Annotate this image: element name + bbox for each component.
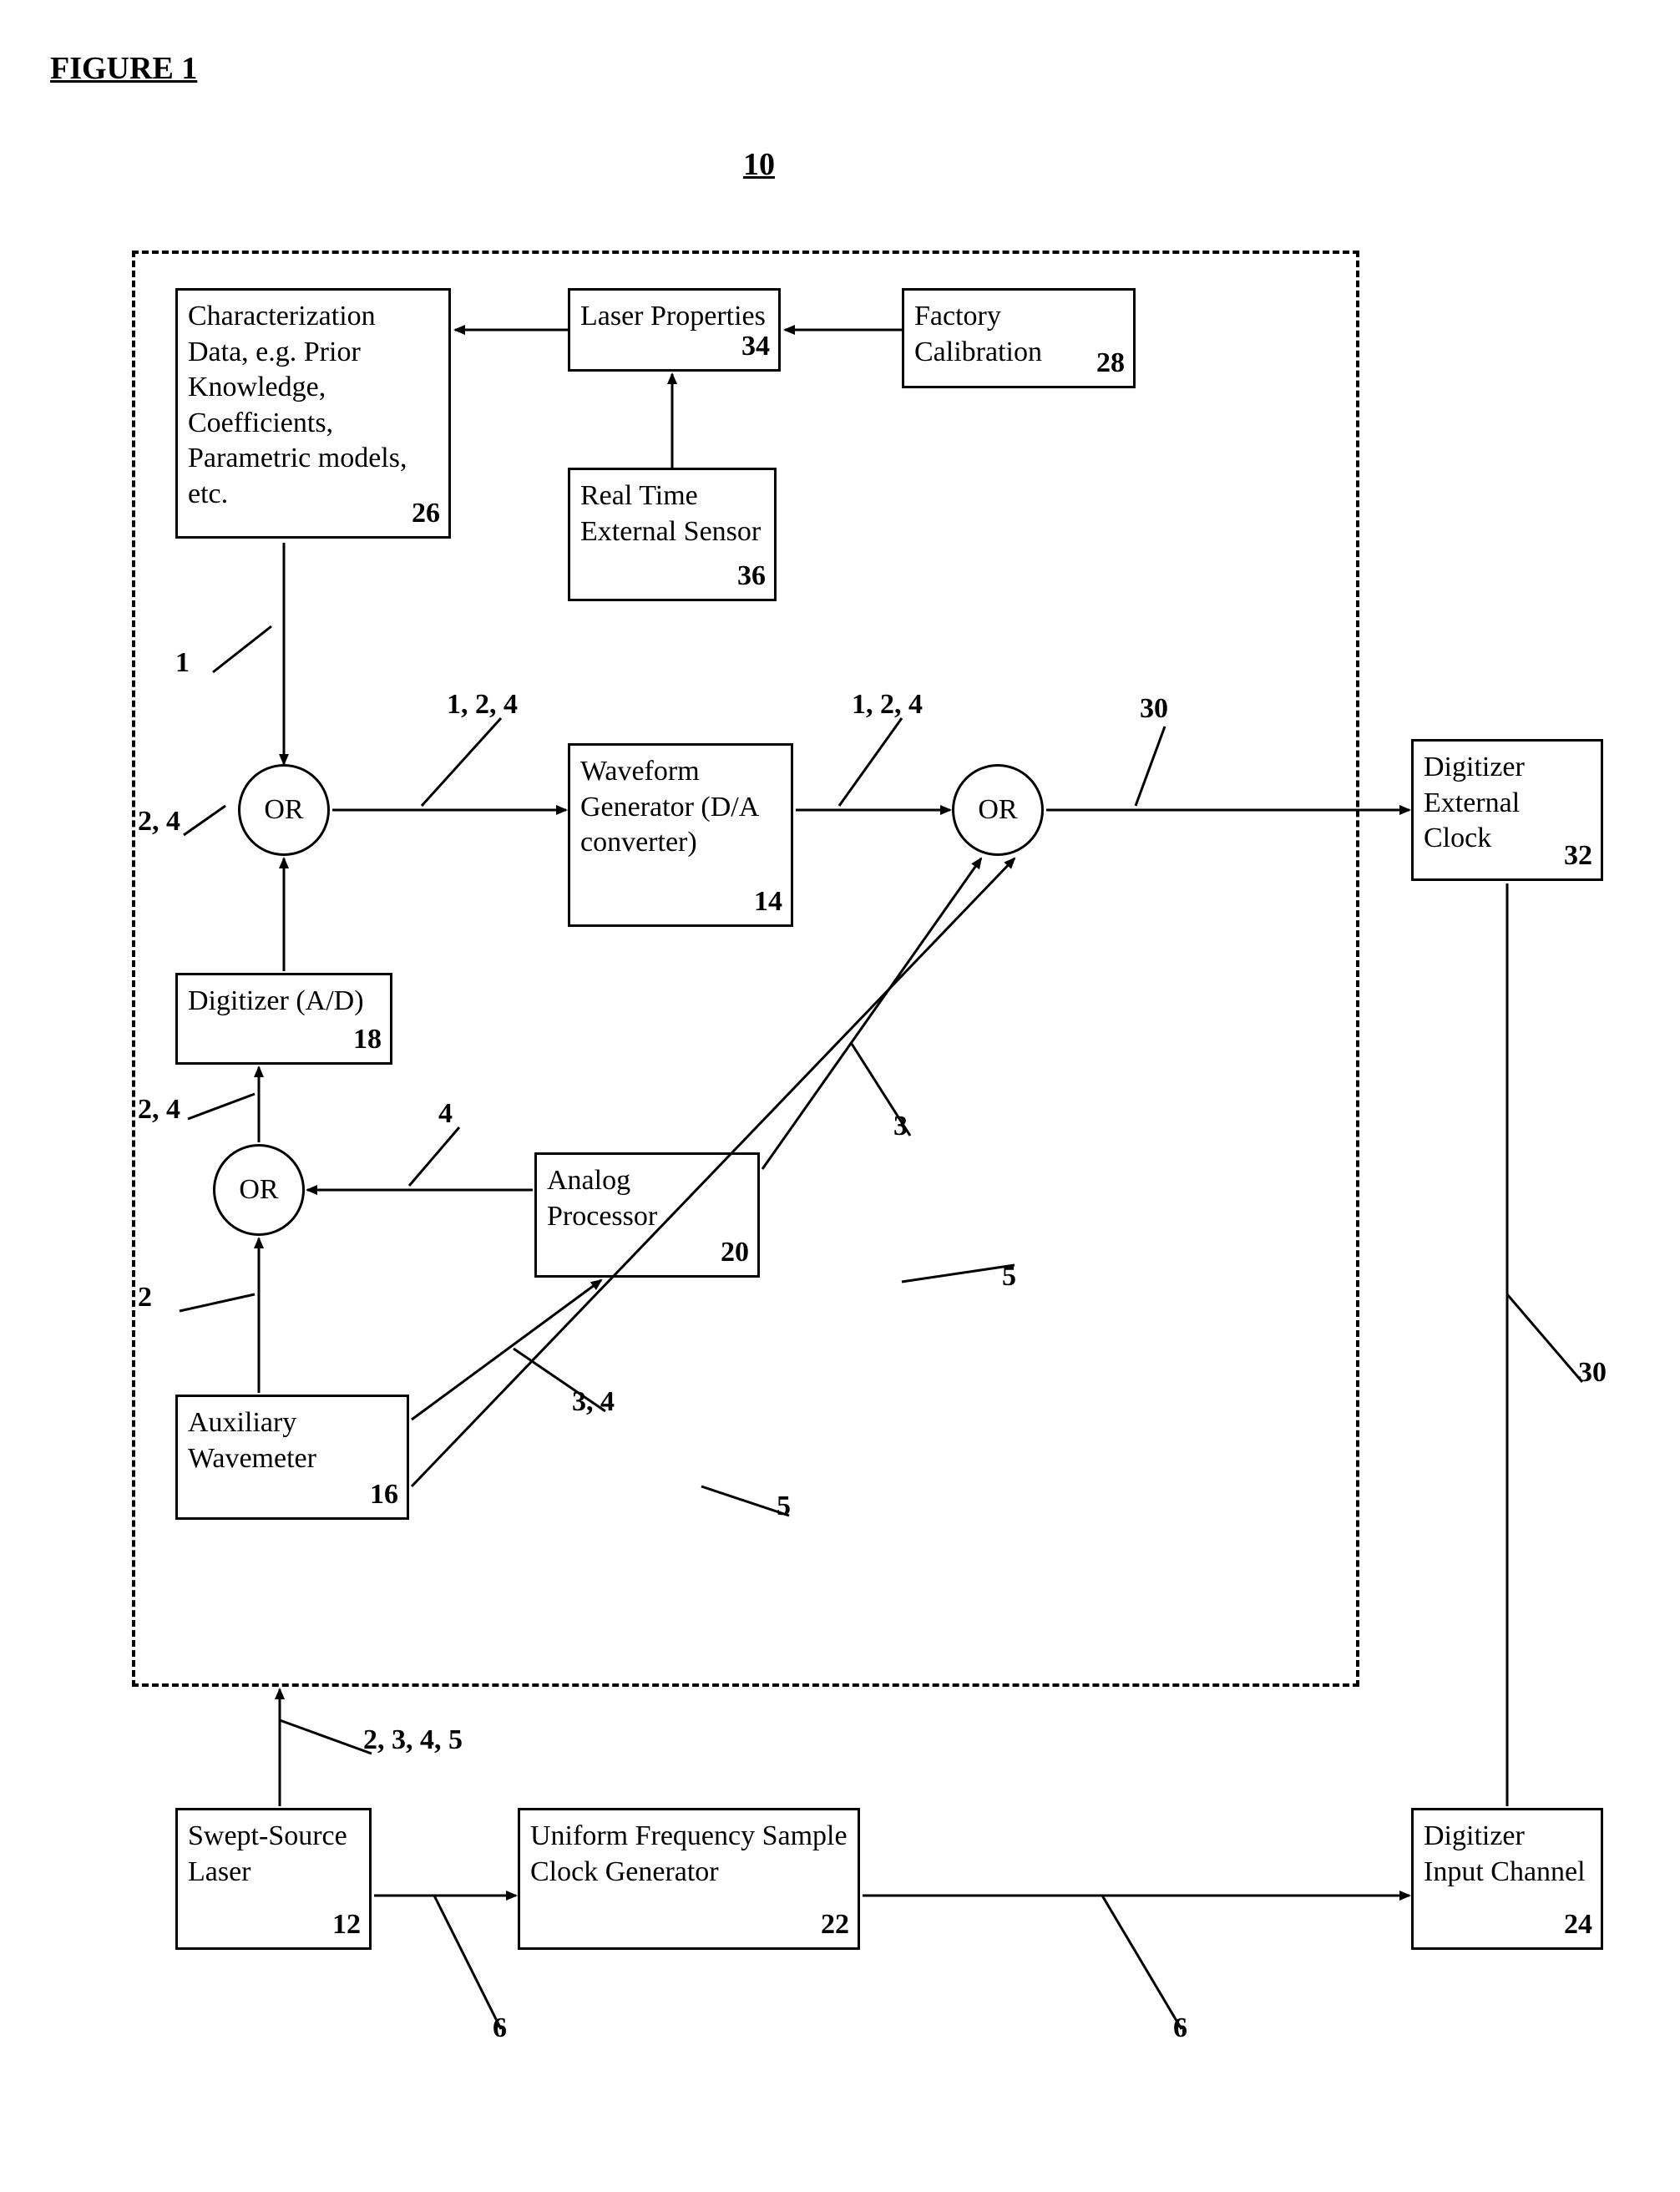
edge-annotation: 2, 4	[138, 806, 180, 838]
leader-line	[1102, 1896, 1182, 2029]
edge-annotation: 2, 3, 4, 5	[363, 1724, 463, 1756]
edge-annotation: 30	[1140, 693, 1168, 725]
edge-annotation: 3, 4	[572, 1386, 615, 1418]
edge-annotation: 5	[777, 1491, 791, 1522]
or-gate-right: OR	[952, 764, 1044, 856]
block-ref: 22	[821, 1907, 849, 1943]
block-ref: 32	[1564, 838, 1592, 874]
block-text: Digitizer External Clock	[1424, 752, 1525, 853]
block-text: Laser Properties	[580, 301, 766, 332]
diagram-canvas: FIGURE 1 10 Characterization Data, e.g. …	[50, 50, 1630, 2142]
block-ref: 14	[754, 884, 782, 920]
block-characterization-data: Characterization Data, e.g. Prior Knowle…	[175, 288, 451, 539]
block-text: Real Time External Sensor	[580, 480, 761, 547]
block-text: Digitizer Input Channel	[1424, 1820, 1586, 1887]
block-waveform-generator: Waveform Generator (D/A converter) 14	[568, 743, 793, 927]
leader-line	[280, 1720, 372, 1754]
block-ref: 16	[370, 1477, 398, 1513]
block-analog-processor: Analog Processor 20	[534, 1152, 760, 1278]
edge-annotation: 6	[1173, 2012, 1187, 2044]
block-ref: 12	[332, 1907, 361, 1943]
block-ref: 34	[741, 329, 770, 365]
edge-annotation: 1, 2, 4	[852, 689, 923, 721]
edge-annotation: 2	[138, 1282, 152, 1314]
block-ref: 26	[412, 496, 440, 532]
block-text: Factory Calibration	[914, 301, 1042, 367]
block-text: Characterization Data, e.g. Prior Knowle…	[188, 301, 407, 509]
or-gate-top: OR	[238, 764, 330, 856]
edge-annotation: 4	[438, 1098, 453, 1130]
block-swept-source-laser: Swept-Source Laser 12	[175, 1808, 372, 1950]
leader-line	[1507, 1294, 1582, 1382]
block-text: Uniform Frequency Sample Clock Generator	[530, 1820, 848, 1887]
block-text: Analog Processor	[547, 1165, 657, 1232]
block-digitizer-external-clock: Digitizer External Clock 32	[1411, 739, 1603, 881]
block-digitizer-ad: Digitizer (A/D) 18	[175, 973, 392, 1065]
figure-reference-number: 10	[743, 146, 775, 183]
edge-annotation: 30	[1578, 1357, 1607, 1389]
edge-annotation: 2, 4	[138, 1094, 180, 1126]
block-laser-properties: Laser Properties 34	[568, 288, 781, 372]
edge-annotation: 3	[893, 1111, 908, 1142]
block-ref: 18	[353, 1022, 382, 1058]
block-text: Auxiliary Wavemeter	[188, 1407, 316, 1474]
edge-annotation: 1	[175, 647, 190, 679]
block-ref: 28	[1096, 346, 1125, 382]
block-ref: 36	[737, 559, 766, 595]
leader-line	[434, 1896, 501, 2029]
block-text: Waveform Generator (D/A converter)	[580, 756, 757, 858]
block-real-time-sensor: Real Time External Sensor 36	[568, 468, 777, 601]
edge-annotation: 5	[1002, 1261, 1016, 1293]
block-digitizer-input-channel: Digitizer Input Channel 24	[1411, 1808, 1603, 1950]
block-auxiliary-wavemeter: Auxiliary Wavemeter 16	[175, 1395, 409, 1520]
edge-annotation: 6	[493, 2012, 507, 2044]
figure-title: FIGURE 1	[50, 50, 197, 87]
or-gate-bottom: OR	[213, 1144, 305, 1236]
block-ref: 20	[721, 1235, 749, 1271]
block-factory-calibration: Factory Calibration 28	[902, 288, 1136, 388]
block-text: Digitizer (A/D)	[188, 985, 364, 1016]
block-ref: 24	[1564, 1907, 1592, 1943]
block-text: Swept-Source Laser	[188, 1820, 347, 1887]
block-uniform-freq-sample-clock-gen: Uniform Frequency Sample Clock Generator…	[518, 1808, 860, 1950]
edge-annotation: 1, 2, 4	[447, 689, 518, 721]
